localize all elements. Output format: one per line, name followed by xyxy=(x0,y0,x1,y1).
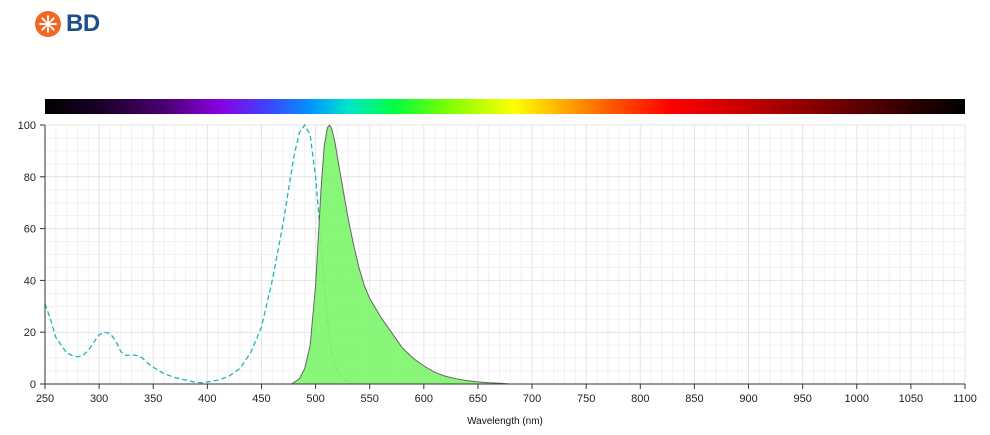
x-tick-label: 450 xyxy=(252,393,270,405)
x-tick-label: 300 xyxy=(90,393,108,405)
series-layer xyxy=(44,123,511,385)
x-tick-label: 900 xyxy=(739,393,757,405)
x-tick-label: 700 xyxy=(523,393,541,405)
x-tick-label: 250 xyxy=(36,393,54,405)
y-tick-label: 80 xyxy=(24,172,36,184)
x-tick-label: 850 xyxy=(685,393,703,405)
y-tick-label: 60 xyxy=(24,224,36,236)
x-tick-label: 750 xyxy=(577,393,595,405)
x-tick-label: 400 xyxy=(198,393,216,405)
x-tick-label: 1050 xyxy=(899,393,923,405)
spectrum-color-bar xyxy=(45,99,965,114)
grid-lines xyxy=(44,124,966,385)
bd-logo: BD xyxy=(34,9,100,39)
bd-starburst-icon xyxy=(35,11,61,37)
brand-name: BD xyxy=(66,10,100,37)
y-tick-label: 20 xyxy=(24,327,36,339)
x-axis-title: Wavelength (nm) xyxy=(467,416,543,427)
excitation-line xyxy=(44,123,354,385)
x-tick-label: 1100 xyxy=(953,393,977,405)
y-tick-label: 0 xyxy=(30,379,36,391)
emission-area xyxy=(290,124,511,385)
x-tick-label: 950 xyxy=(793,393,811,405)
x-tick-label: 550 xyxy=(361,393,379,405)
x-tick-label: 800 xyxy=(631,393,649,405)
x-tick-label: 350 xyxy=(144,393,162,405)
x-tick-label: 500 xyxy=(306,393,324,405)
axes: 250 300 350 400 450 500 550 600 650 700 750 800 850 9… xyxy=(18,120,977,405)
y-tick-label: 100 xyxy=(18,120,36,132)
y-tick-label: 40 xyxy=(24,275,36,287)
x-tick-label: 600 xyxy=(415,393,433,405)
x-tick-label: 650 xyxy=(469,393,487,405)
x-tick-label: 1000 xyxy=(845,393,869,405)
